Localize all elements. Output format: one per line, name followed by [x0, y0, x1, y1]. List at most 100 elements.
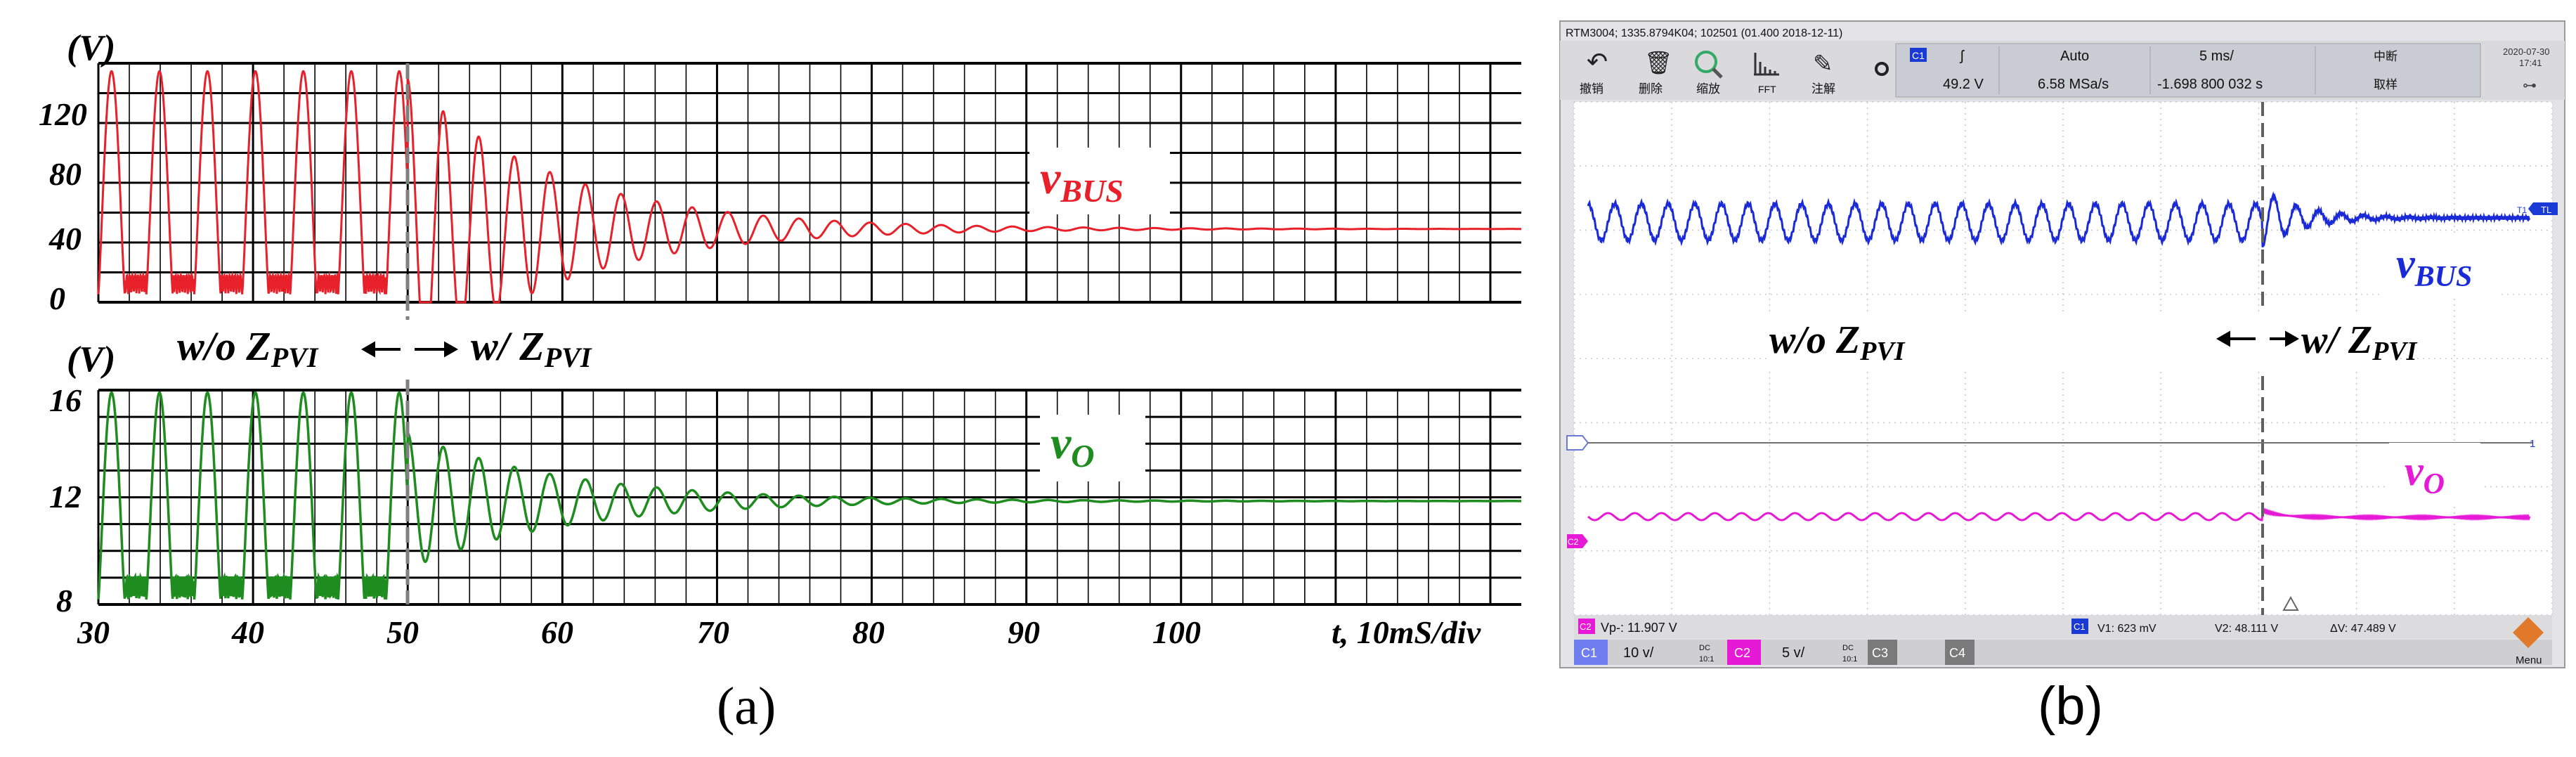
c3-channel-button[interactable]: C3 [1868, 640, 1897, 665]
c1-ground-marker [1566, 435, 1589, 451]
bottom-y-tick: 8 [56, 583, 72, 619]
acquire-button[interactable]: 取样 [2374, 78, 2398, 91]
annotation-left: w/o ZPVI [1769, 318, 1906, 366]
undo-button[interactable]: ↶ 撤销 [1580, 47, 1608, 96]
c4-channel-button[interactable]: C4 [1945, 640, 1975, 665]
c1-scale: 10 v/ [1623, 645, 1654, 661]
trigger-mode[interactable]: Auto [2060, 48, 2089, 64]
caption-a: (a) [717, 677, 776, 736]
c1-ratio: 10:1 [1699, 655, 1714, 664]
sample-rate: 6.58 MSa/s [2038, 77, 2109, 92]
top-y-tick: 40 [48, 221, 82, 257]
time-readout: 17:41 [2519, 58, 2542, 68]
v2-readout: V2: 48.111 V [2215, 623, 2278, 635]
annotate-button[interactable]: ✎ 注解 [1811, 51, 1835, 96]
caption-b: (b) [2038, 676, 2103, 736]
c2-scale: 5 v/ [1782, 645, 1805, 661]
panel-b-oscilloscope: RTM3004; 1335.8794K04; 102501 (01.400 20… [1559, 20, 2565, 736]
menu-label: Menu [2516, 654, 2542, 666]
trash-icon: 🗑 [1644, 50, 1673, 75]
bottom-y-tick: 12 [49, 479, 82, 515]
x-tick: 100 [1152, 614, 1201, 650]
cursor-channel-badge [2071, 619, 2088, 634]
measure-bar [1574, 615, 2552, 639]
cursor-channel-badge-label: C1 [2074, 621, 2086, 632]
vbus-label-box [1029, 148, 1170, 214]
fft-label: FFT [1758, 84, 1776, 95]
trigger-position-marker [2282, 595, 2299, 611]
vo-label: vO [2405, 448, 2445, 500]
undo-icon: ↶ [1587, 47, 1608, 76]
trigger-level-marker [2528, 202, 2558, 215]
c2-label: C2 [1734, 646, 1750, 660]
vbus-label: vBUS [1040, 153, 1124, 209]
channel-bar [1574, 640, 2552, 665]
x-tick-labels: 30 40 50 60 70 80 90 100 [77, 614, 1201, 650]
c1-channel-button[interactable]: C1 10 v/ DC 10:1 [1574, 640, 1714, 665]
settings-button[interactable] [1875, 62, 1889, 76]
top-y-tick: 120 [39, 96, 87, 132]
c1-reference-marker: 1 [2530, 438, 2535, 450]
annotation-right: w/ ZPVI [471, 323, 592, 373]
vo-label-box [1040, 415, 1145, 481]
top-y-tick: 80 [49, 156, 82, 192]
c3-label: C3 [1872, 646, 1888, 660]
interrupt-button[interactable]: 中断 [2374, 50, 2398, 63]
delete-label: 删除 [1639, 82, 1663, 96]
fft-button[interactable]: FFT [1754, 53, 1779, 95]
vp-readout: Vp-: 11.907 V [1601, 621, 1677, 635]
x-axis-label: t, 10mS/div [1332, 614, 1481, 650]
zoom-button[interactable]: 缩放 [1695, 51, 1723, 96]
x-tick: 80 [852, 614, 885, 650]
zoom-icon [1695, 51, 1717, 73]
menu-logo-icon [2513, 617, 2544, 648]
vp-channel-badge-label: C2 [1580, 621, 1592, 632]
c4-label: C4 [1949, 646, 1965, 660]
menu-button[interactable]: Menu [2513, 617, 2544, 666]
bottom-unit-label: (V) [67, 339, 115, 380]
time-offset: -1.698 800 032 s [2157, 77, 2263, 92]
zoom-label: 缩放 [1696, 82, 1720, 96]
v1-readout: V1: 623 mV [2097, 623, 2157, 635]
c2-ratio: 10:1 [1842, 655, 1857, 664]
x-tick: 40 [231, 614, 264, 650]
c2-ground-marker-label: C2 [1568, 537, 1579, 547]
pencil-icon: ✎ [1813, 51, 1833, 77]
bottom-plot-grid [97, 389, 1521, 606]
vbus-scope-trace [1587, 190, 2531, 247]
x-tick: 60 [541, 614, 573, 650]
delete-button[interactable]: 🗑 删除 [1639, 50, 1673, 96]
gear-icon [1875, 62, 1889, 76]
c2-coupling: DC [1842, 644, 1854, 652]
trigger-slope-icon: ʃ [1959, 48, 1965, 64]
annotation-left: w/o ZPVI [177, 323, 319, 373]
x-tick: 50 [386, 614, 419, 650]
c2-channel-button[interactable]: C2 5 v/ DC 10:1 [1727, 640, 1857, 665]
top-y-tick: 0 [49, 280, 65, 316]
annotation-box [169, 320, 618, 375]
scope-title-bar: RTM3004; 1335.8794K04; 102501 (01.400 20… [1566, 27, 1842, 39]
vo-scope-trace [1587, 507, 2531, 522]
date-readout: 2020-07-30 [2503, 46, 2550, 57]
dv-readout: ΔV: 47.489 V [2330, 623, 2396, 635]
vbus-label-box [2382, 235, 2502, 299]
top-unit-label: (V) [67, 28, 115, 68]
x-tick: 70 [697, 614, 729, 650]
undo-label: 撤销 [1580, 82, 1604, 96]
annotation-right: w/ ZPVI [2301, 318, 2418, 366]
annotation-arrow [2216, 330, 2300, 347]
annotation-arrow [360, 341, 459, 358]
vo-label-box [2389, 443, 2480, 506]
timebase[interactable]: 5 ms/ [2199, 48, 2234, 64]
channel-badge-label: C1 [1912, 50, 1925, 61]
c2-ground-marker [1567, 534, 1588, 548]
vp-channel-badge [1578, 619, 1595, 634]
vo-label: vO [1050, 418, 1095, 474]
vbus-label: vBUS [2396, 240, 2472, 293]
vo-trace [97, 391, 1521, 600]
fft-icon [1754, 53, 1779, 76]
c1-coupling: DC [1699, 644, 1710, 652]
channel-badge [1910, 48, 1927, 62]
network-icon: ⊶ [2523, 78, 2537, 93]
c1-label: C1 [1581, 646, 1597, 660]
